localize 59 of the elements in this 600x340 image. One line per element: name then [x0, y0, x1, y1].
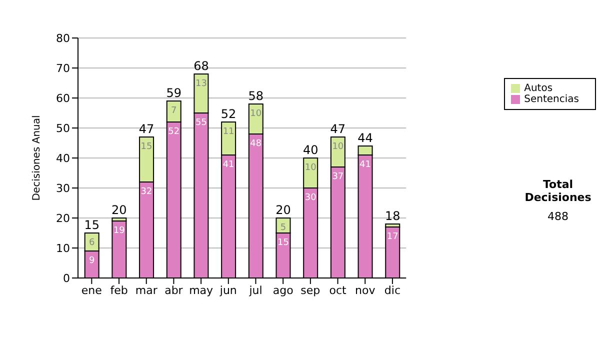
- data-label: 15: [278, 238, 289, 248]
- x-tick-label: sep: [300, 284, 320, 297]
- y-axis-title: Decisiones Anual: [32, 115, 43, 201]
- data-label: 19: [113, 226, 126, 236]
- y-tick-label: 70: [56, 62, 70, 75]
- total-label: 68: [194, 59, 209, 73]
- data-label: 10: [332, 142, 344, 152]
- data-label: 41: [222, 160, 234, 170]
- data-label: 6: [88, 238, 95, 248]
- x-tick-label: oct: [329, 284, 347, 297]
- x-tick-label: abr: [164, 284, 184, 297]
- y-tick-label: 80: [56, 32, 70, 45]
- total-label: 58: [248, 89, 264, 103]
- legend-label: Autos: [524, 83, 553, 94]
- data-label: 30: [304, 193, 317, 203]
- x-tick-label: ago: [272, 284, 294, 297]
- data-label: 15: [140, 142, 152, 152]
- y-tick-label: 50: [56, 122, 70, 135]
- y-tick-label: 0: [63, 272, 70, 285]
- data-label: 11: [222, 127, 234, 137]
- data-label: 17: [386, 232, 398, 242]
- total-label: 40: [302, 143, 318, 157]
- total-label: 44: [358, 131, 373, 145]
- x-tick-label: ene: [81, 284, 102, 297]
- y-tick-label: 20: [56, 212, 70, 225]
- y-tick-label: 60: [56, 92, 70, 105]
- data-label: 32: [140, 187, 152, 197]
- x-tick-label: may: [189, 284, 214, 297]
- data-label: 13: [195, 79, 207, 89]
- data-label: 10: [304, 163, 317, 173]
- data-label: 55: [195, 118, 207, 128]
- data-label: 48: [250, 139, 262, 149]
- total-label: 47: [330, 122, 346, 136]
- data-label: 10: [250, 109, 262, 119]
- data-label: 9: [88, 256, 95, 266]
- data-label: 5: [280, 223, 286, 233]
- x-tick-label: feb: [110, 284, 128, 297]
- total-label: 15: [84, 218, 100, 232]
- total-label: 20: [112, 203, 127, 217]
- x-tick-label: mar: [135, 284, 158, 297]
- data-label: 37: [332, 172, 344, 182]
- total-label: 20: [276, 203, 291, 217]
- y-tick-label: 30: [56, 182, 70, 195]
- text: Total Decisiones: [524, 178, 592, 204]
- x-tick-label: jul: [248, 284, 262, 297]
- x-tick-label: dic: [384, 284, 400, 297]
- x-tick-label: nov: [355, 284, 376, 297]
- data-label: 52: [168, 127, 180, 137]
- text: 488: [546, 210, 570, 223]
- x-tick-label: jun: [218, 284, 237, 297]
- total-label: 59: [166, 86, 182, 100]
- data-label: 41: [360, 160, 371, 170]
- total-label: 18: [384, 209, 400, 223]
- total-label: 47: [138, 122, 154, 136]
- total-label: 52: [220, 107, 236, 121]
- y-tick-label: 10: [56, 242, 70, 255]
- data-label: 7: [171, 106, 177, 116]
- y-tick-label: 40: [56, 152, 70, 165]
- legend-label: Sentencias: [524, 94, 579, 105]
